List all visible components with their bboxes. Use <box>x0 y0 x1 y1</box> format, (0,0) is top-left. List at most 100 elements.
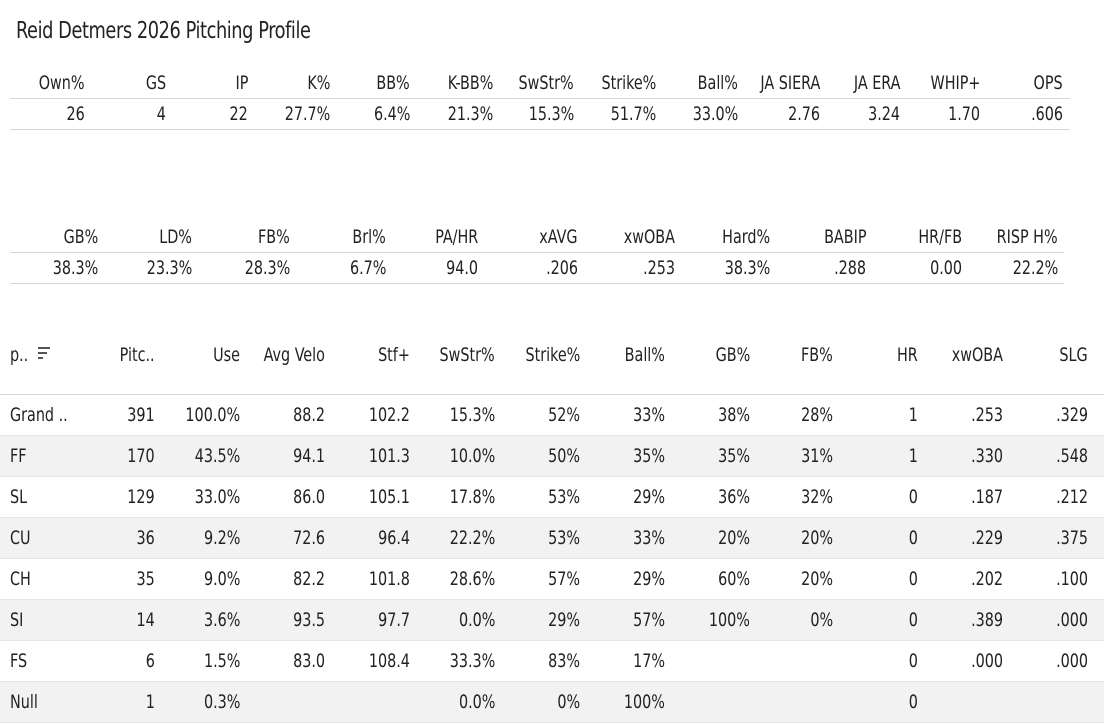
table-cell: 6 <box>145 650 155 672</box>
stats-strip-primary: Own% GS IP K% BB% K-BB% SwStr% Strike% Ball% JA S… <box>10 68 1070 130</box>
stats-strip-primary-values: 26 4 22 27.7% 6.4% 21.3% 15.3% 51.7% 33.0% 2.76 3.… <box>10 99 1070 130</box>
table-cell: 9.2% <box>203 527 240 549</box>
table-cell: 391 <box>127 404 155 426</box>
table-cell: 1.5% <box>203 650 240 672</box>
stat-value: 26 <box>66 103 85 125</box>
table-cell: 22.2% <box>449 527 495 549</box>
table-cell: 57% <box>548 568 580 590</box>
stat-header: LD% <box>159 226 192 248</box>
column-header[interactable]: Use <box>213 344 240 366</box>
column-header[interactable]: GB% <box>715 344 750 366</box>
table-cell: 72.6 <box>293 527 325 549</box>
table-cell: 9.0% <box>203 568 240 590</box>
stat-header: BABIP <box>823 226 866 248</box>
stat-header: OPS <box>1033 72 1063 94</box>
table-cell: 50% <box>548 445 580 467</box>
table-cell: .187 <box>971 486 1003 508</box>
table-cell <box>1003 682 1088 722</box>
table-cell: 83.0 <box>293 650 325 672</box>
stat-header: Brl% <box>352 226 386 248</box>
column-header[interactable]: Stf+ <box>378 344 410 366</box>
column-header[interactable]: Avg Velo <box>263 344 325 366</box>
stat-value: 6.7% <box>349 257 386 279</box>
table-cell <box>918 682 1003 722</box>
table-cell: 17% <box>633 650 665 672</box>
table-row[interactable]: CH 35 9.0% 82.2 101.8 28.6% 57% 29% 60% 20% 0 .202.… <box>0 559 1104 600</box>
table-cell: 36% <box>718 486 750 508</box>
table-cell: 105.1 <box>368 486 410 508</box>
table-cell: 100% <box>708 609 750 631</box>
table-cell: 0% <box>557 691 580 713</box>
table-cell: .000 <box>1056 609 1088 631</box>
column-header[interactable]: SLG <box>1059 344 1088 366</box>
table-cell: 101.8 <box>368 568 410 590</box>
table-row[interactable]: FF 170 43.5% 94.1 101.3 10.0% 50% 35% 35% 31% 1 .33… <box>0 436 1104 477</box>
table-cell: 14 <box>136 609 155 631</box>
column-header[interactable]: SwStr% <box>439 344 495 366</box>
table-cell: 86.0 <box>293 486 325 508</box>
stat-header: WHIP+ <box>930 72 980 94</box>
table-row[interactable]: SL 129 33.0% 86.0 105.1 17.8% 53% 29% 36% 32% 0 .18… <box>0 477 1104 518</box>
table-cell: 108.4 <box>368 650 410 672</box>
stat-value: 33.0% <box>692 103 738 125</box>
stat-value: 15.3% <box>528 103 574 125</box>
pitch-type-cell: Grand .. <box>10 404 68 426</box>
page-title: Reid Detmers 2026 Pitching Profile <box>16 18 311 44</box>
pitch-type-cell: Null <box>10 691 38 713</box>
stat-header: SwStr% <box>518 72 574 94</box>
stat-value: 51.7% <box>610 103 656 125</box>
table-cell: 35% <box>718 445 750 467</box>
stat-header: GS <box>145 72 166 94</box>
table-cell: .229 <box>971 527 1003 549</box>
table-row[interactable]: SI 14 3.6% 93.5 97.7 0.0% 29% 57% 100% 0% 0 .389 .00… <box>0 600 1104 641</box>
column-header[interactable]: FB% <box>801 344 833 366</box>
table-cell: 20% <box>718 527 750 549</box>
column-header[interactable]: HR <box>897 344 918 366</box>
table-cell: .329 <box>1056 404 1088 426</box>
column-header[interactable]: Ball% <box>624 344 665 366</box>
table-cell: 88.2 <box>293 404 325 426</box>
table-cell: 57% <box>633 609 665 631</box>
table-cell: 36 <box>136 527 155 549</box>
stat-header: BB% <box>376 72 410 94</box>
table-cell: 20% <box>801 527 833 549</box>
stat-value: 22.2% <box>1012 257 1058 279</box>
table-cell: 29% <box>548 609 580 631</box>
table-cell: 0 <box>908 527 918 549</box>
table-cell: 15.3% <box>449 404 495 426</box>
table-row[interactable]: Null 1 0.3% 0.0% 0% 100% 0 <box>0 682 1104 723</box>
table-cell: 83% <box>548 650 580 672</box>
table-row[interactable]: CU 36 9.2% 72.6 96.4 22.2% 53% 33% 20% 20% 0 .229 .3… <box>0 518 1104 559</box>
stats-strip-batted-ball: GB% LD% FB% Brl% PA/HR xAVG xwOBA Hard% BABIP HR/… <box>10 222 1064 284</box>
table-cell: 33% <box>633 404 665 426</box>
pitch-type-cell: SL <box>10 486 28 508</box>
table-cell: 29% <box>633 568 665 590</box>
stat-value: 3.24 <box>868 103 900 125</box>
column-header[interactable]: xwOBA <box>951 344 1003 366</box>
table-cell: 129 <box>127 486 155 508</box>
table-row[interactable]: FS 6 1.5% 83.0 108.4 33.3% 83% 17% 0 .000 .000 <box>0 641 1104 682</box>
table-cell: 28% <box>801 404 833 426</box>
table-cell: 3.6% <box>203 609 240 631</box>
stat-value: 38.3% <box>52 257 98 279</box>
column-header[interactable]: Pitc.. <box>120 344 155 366</box>
pitch-type-table: p.. Pitc.. Use Avg Velo Stf+ SwStr% Strike% Bal… <box>0 320 1104 723</box>
table-cell: 94.1 <box>293 445 325 467</box>
stat-value: 4 <box>156 103 166 125</box>
stat-value: 22 <box>229 103 248 125</box>
column-header-pitch[interactable]: p.. <box>10 320 100 394</box>
stat-header: Strike% <box>601 72 656 94</box>
table-cell: .253 <box>971 404 1003 426</box>
pitch-type-cell: CH <box>10 568 31 590</box>
pitch-type-cell: SI <box>10 609 24 631</box>
pitch-type-cell: FS <box>10 650 28 672</box>
column-header[interactable]: Strike% <box>525 344 580 366</box>
stat-header: PA/HR <box>434 226 478 248</box>
stat-value: 6.4% <box>373 103 410 125</box>
stat-header: JA SIERA <box>760 72 820 94</box>
table-cell: 38% <box>718 404 750 426</box>
table-row[interactable]: Grand .. 391 100.0% 88.2 102.2 15.3% 52% 33% 38%… <box>0 395 1104 436</box>
table-cell: 0 <box>908 568 918 590</box>
sort-lines-icon[interactable] <box>37 346 54 359</box>
table-cell: 17.8% <box>449 486 495 508</box>
